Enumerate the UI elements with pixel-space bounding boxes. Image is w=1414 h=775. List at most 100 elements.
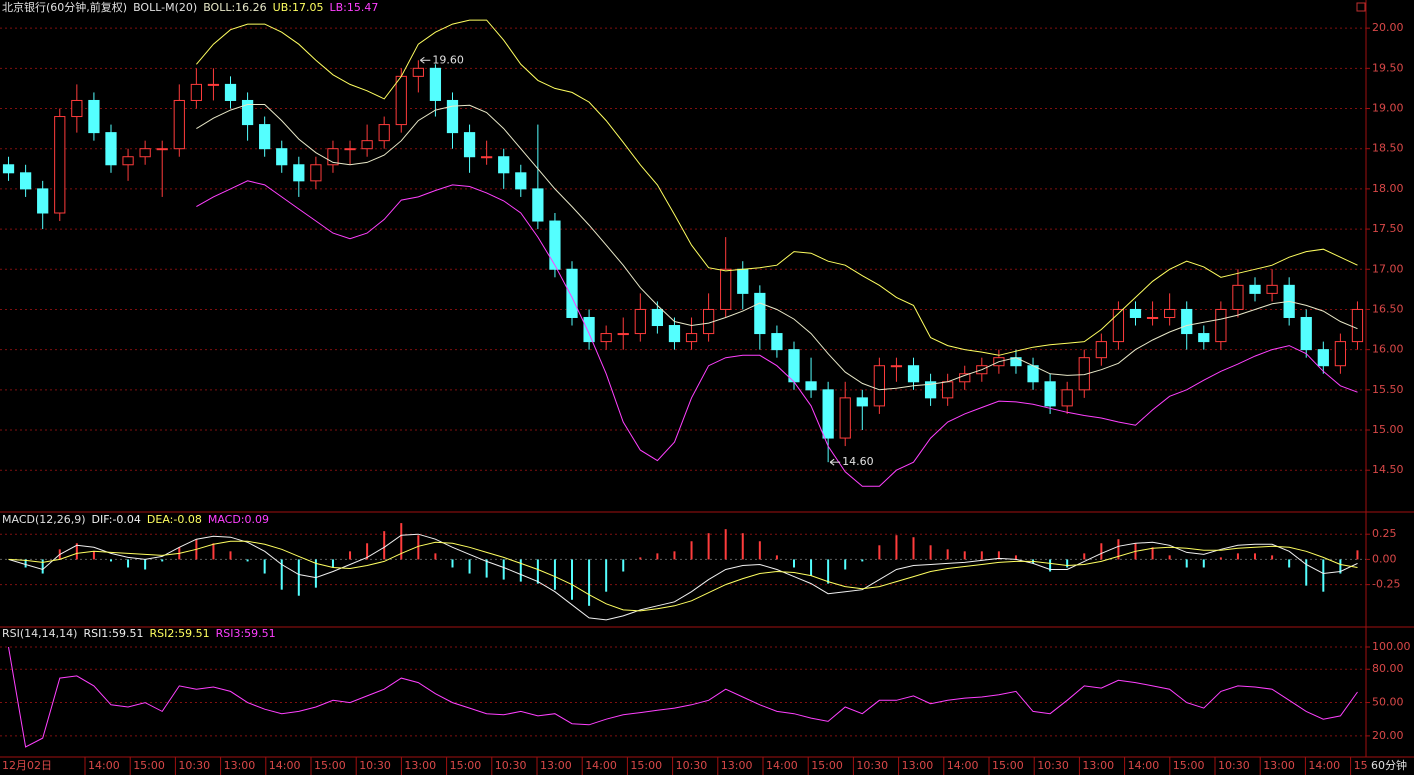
x-tick-label: 13:00	[1263, 759, 1295, 772]
x-tick-label: 15:00	[314, 759, 346, 772]
candle-body	[771, 333, 783, 351]
candle-body	[1146, 316, 1159, 319]
legend-entry: BOLL:16.26	[203, 1, 266, 14]
candle-body	[310, 164, 322, 182]
candle-body	[395, 75, 407, 126]
candle-body	[651, 308, 664, 327]
y-tick-label: -0.25	[1372, 578, 1400, 591]
candle-body	[1129, 308, 1142, 318]
candle-body	[532, 188, 544, 222]
y-tick-label: 0.00	[1372, 552, 1397, 565]
x-tick-label: 14:00	[269, 759, 301, 772]
x-tick-label: 15:00	[811, 759, 843, 772]
candle-body	[1300, 316, 1312, 351]
x-tick-label: 13:00	[1082, 759, 1114, 772]
x-tick-label: 14:00	[1308, 759, 1340, 772]
legend-entry: RSI3:59.51	[216, 627, 276, 640]
x-tick-label: 10:30	[495, 759, 527, 772]
x-tick-label: 10:30	[178, 759, 210, 772]
x-tick-label: 13:00	[404, 759, 436, 772]
candle-body	[617, 333, 629, 336]
annotation-arrowhead	[420, 56, 425, 64]
legend-entry: DIF:-0.04	[92, 513, 141, 526]
candle-body	[822, 389, 834, 439]
candle-body	[71, 99, 83, 118]
candle-body	[1351, 308, 1364, 343]
x-tick-label: 15	[1354, 759, 1368, 772]
y-tick-label: 100.00	[1372, 640, 1411, 653]
candle-body	[276, 148, 288, 166]
y-tick-label: 50.00	[1372, 696, 1404, 709]
legend-entry: LB:15.47	[329, 1, 378, 14]
candle-body	[344, 148, 356, 151]
candle-body	[37, 188, 49, 214]
panel-title: RSI(14,14,14)	[2, 627, 77, 640]
x-tick-label: 12月02日	[2, 759, 52, 772]
legend-text: RSI2:59.51	[150, 627, 210, 640]
candle-body	[583, 316, 595, 343]
x-tick-label: 10:30	[1218, 759, 1250, 772]
candle-body	[378, 124, 390, 142]
candle-body	[498, 156, 510, 174]
x-unit-label: 60分钟	[1371, 758, 1407, 772]
y-tick-label: 15.50	[1372, 383, 1404, 396]
x-tick-label: 10:30	[1037, 759, 1069, 772]
indicator-line	[8, 533, 1358, 621]
candle-body	[1249, 284, 1261, 294]
candle-body	[668, 325, 681, 343]
x-tick-label: 14:00	[766, 759, 798, 772]
candle-body	[361, 140, 373, 150]
candle-body	[241, 99, 254, 126]
candle-body	[412, 67, 424, 77]
indicator-line	[8, 540, 1358, 612]
candle-body	[173, 99, 185, 150]
candle-body	[224, 83, 237, 101]
x-tick-label: 13:00	[540, 759, 572, 772]
x-tick-label: 15:00	[1173, 759, 1205, 772]
candle-body	[293, 164, 305, 182]
window-button[interactable]	[1356, 2, 1366, 12]
x-tick-label: 15:00	[992, 759, 1024, 772]
x-tick-label: 10:30	[676, 759, 708, 772]
candle-body	[566, 268, 578, 318]
candle-body	[720, 268, 732, 310]
candle-body	[549, 220, 561, 270]
candle-body	[600, 333, 612, 343]
x-tick-label: 13:00	[224, 759, 256, 772]
candle-body	[156, 148, 168, 151]
x-tick-label: 14:00	[1128, 759, 1160, 772]
candle-body	[19, 172, 32, 190]
legend-entry: DEA:-0.08	[147, 513, 202, 526]
candle-body	[1061, 389, 1073, 407]
candle-body	[856, 397, 868, 407]
y-tick-label: 14.50	[1372, 463, 1404, 476]
x-tick-label: 14:00	[88, 759, 120, 772]
candle-body	[873, 365, 885, 407]
candle-body	[463, 132, 476, 158]
x-tick-label: 15:00	[630, 759, 662, 772]
x-tick-label: 10:30	[856, 759, 888, 772]
candle-body	[1198, 333, 1210, 343]
candle-body	[190, 83, 202, 101]
y-tick-label: 16.50	[1372, 302, 1404, 315]
candle-body	[1317, 349, 1329, 367]
candle-body	[446, 99, 459, 134]
candle-body	[890, 365, 903, 368]
x-tick-label: 15:00	[450, 759, 482, 772]
indicator-line	[196, 19, 1358, 356]
candle-body	[1078, 357, 1090, 391]
annotation-label: 14.60	[842, 455, 874, 468]
candle-body	[754, 292, 766, 335]
candle-body	[788, 349, 800, 383]
candle-body	[685, 333, 698, 343]
y-tick-label: 80.00	[1372, 662, 1404, 675]
indicator-line	[8, 646, 1358, 748]
candle-body	[481, 156, 493, 159]
candle-body	[1027, 365, 1039, 383]
candle-body	[515, 172, 527, 190]
candle-body	[207, 83, 220, 86]
candle-body	[1164, 308, 1176, 318]
